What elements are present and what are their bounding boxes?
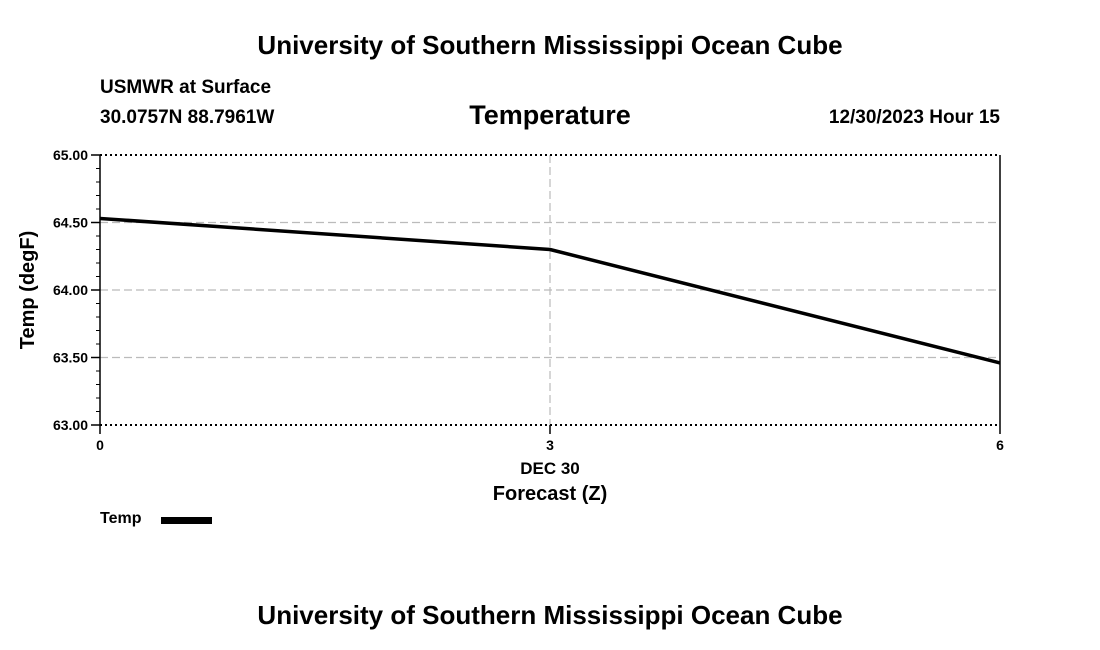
footer-title: University of Southern Mississippi Ocean… (257, 600, 843, 630)
chart-title: Temperature (469, 100, 631, 130)
y-tick-label: 64.50 (53, 215, 88, 231)
station-coords: 30.0757N 88.7961W (100, 107, 275, 128)
y-tick-label: 63.50 (53, 350, 88, 366)
y-tick-label: 63.00 (53, 417, 88, 433)
station-name: USMWR at Surface (100, 77, 272, 98)
temperature-chart: 63.00 63.50 64.00 64.50 65.00 0 3 6 DEC 30 Foreca… (17, 147, 1004, 505)
x-tick-label: 6 (996, 437, 1004, 453)
x-date-label: DEC 30 (520, 459, 580, 478)
forecast-datetime: 12/30/2023 Hour 15 (828, 107, 1000, 128)
header-title: University of Southern Mississippi Ocean… (257, 30, 843, 60)
legend-label-temp: Temp (100, 510, 142, 527)
x-tick-label: 3 (546, 437, 554, 453)
x-axis-label: Forecast (Z) (493, 483, 607, 505)
y-tick-label: 65.00 (53, 147, 88, 163)
y-tick-label: 64.00 (53, 282, 88, 298)
legend-swatch-temp (161, 517, 212, 524)
y-axis-label: Temp (degF) (17, 231, 39, 350)
x-tick-label: 0 (96, 437, 104, 453)
